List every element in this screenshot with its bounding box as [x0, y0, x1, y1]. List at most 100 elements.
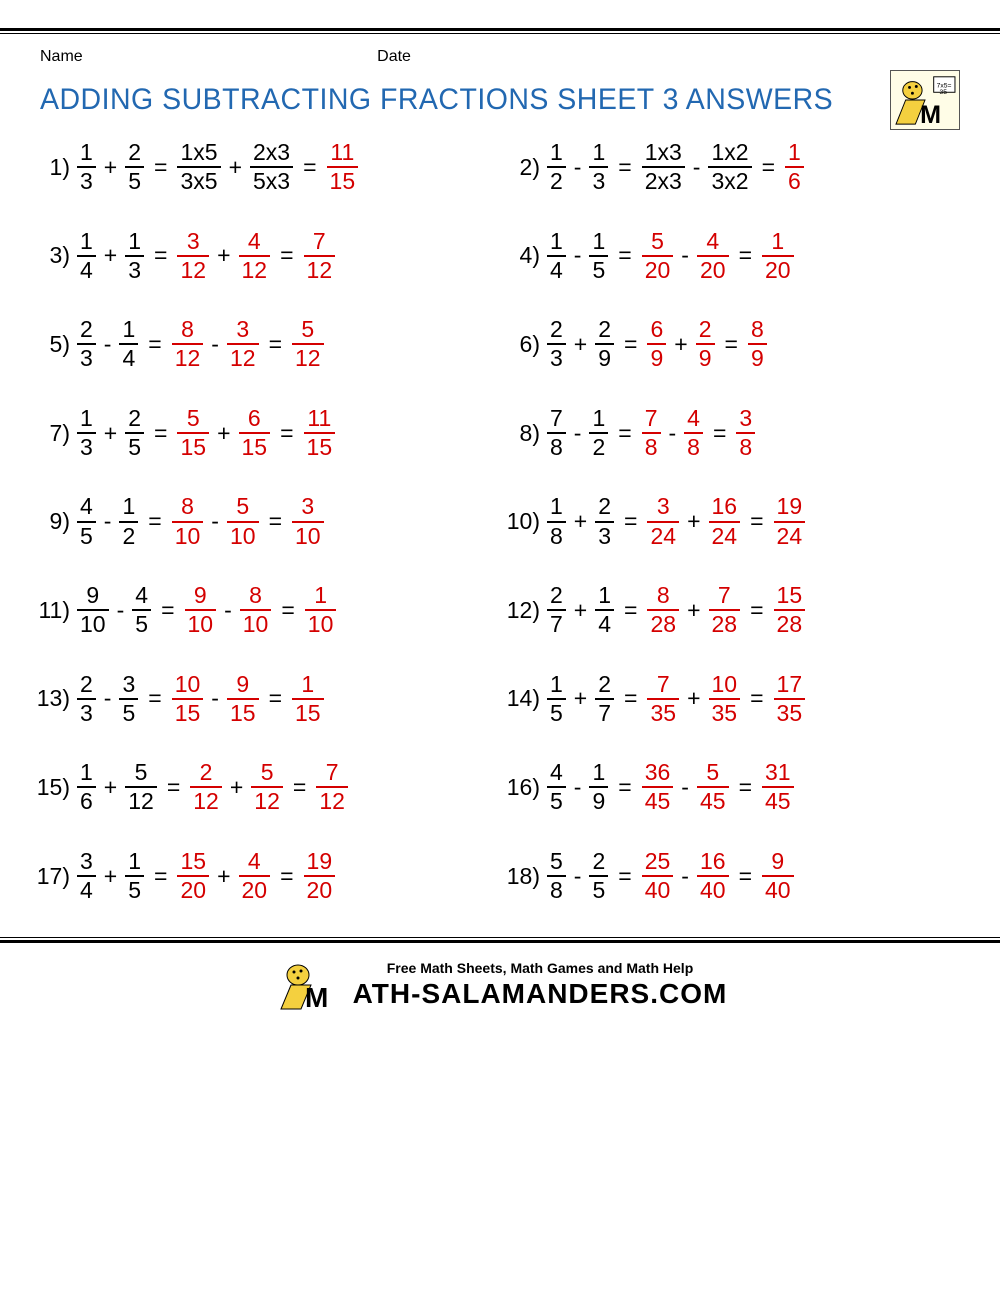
fraction: 25: [125, 406, 144, 461]
fraction: 812: [172, 317, 204, 372]
footer: M Free Math Sheets, Math Games and Math …: [0, 951, 1000, 1030]
fraction: 19: [589, 760, 608, 815]
equals: =: [280, 863, 293, 890]
fraction: 78: [547, 406, 566, 461]
fraction: 3645: [642, 760, 674, 815]
fraction: 29: [595, 317, 614, 372]
fraction: 545: [697, 760, 729, 815]
problem-number: 18): [506, 863, 540, 890]
operator: -: [574, 774, 582, 801]
operator: +: [217, 242, 230, 269]
fraction: 25: [589, 849, 608, 904]
operator: -: [574, 420, 582, 447]
problem-number: 6): [506, 331, 540, 358]
fraction: 1624: [709, 494, 741, 549]
operator: +: [104, 774, 117, 801]
equals: =: [303, 154, 316, 181]
equals: =: [154, 420, 167, 447]
fraction: 18: [547, 494, 566, 549]
problem-row: 17)34+15=1520+420=192018)58-25=2540-1640…: [36, 849, 964, 904]
problem-number: 16): [506, 774, 540, 801]
equals: =: [762, 154, 775, 181]
problem-row: 3)14+13=312+412=7124)14-15=520-420=120: [36, 229, 964, 284]
operator: +: [687, 685, 700, 712]
problem: 14)15+27=735+1035=1735: [506, 672, 964, 727]
fraction: 940: [762, 849, 794, 904]
problem-number: 17): [36, 863, 70, 890]
problem: 15)16+512=212+512=712: [36, 760, 506, 815]
fraction: 312: [227, 317, 259, 372]
brand-logo: 7x5= 35 M: [890, 70, 960, 130]
fraction: 2x35x3: [250, 140, 293, 195]
operator: -: [211, 685, 219, 712]
fraction: 1115: [304, 406, 336, 461]
fraction: 58: [547, 849, 566, 904]
operator: +: [574, 331, 587, 358]
equals: =: [167, 774, 180, 801]
fraction: 14: [119, 317, 138, 372]
operator: -: [681, 863, 689, 890]
operator: -: [224, 597, 232, 624]
problem-number: 2): [506, 154, 540, 181]
fraction: 1115: [327, 140, 359, 195]
equals: =: [739, 774, 752, 801]
problem-number: 3): [36, 242, 70, 269]
equals: =: [739, 242, 752, 269]
fraction: 420: [697, 229, 729, 284]
worksheet-page: Name Date ADDING SUBTRACTING FRACTIONS S…: [0, 28, 1000, 1030]
operator: +: [574, 685, 587, 712]
equals: =: [148, 685, 161, 712]
fraction: 23: [77, 317, 96, 372]
problem-number: 10): [506, 508, 540, 535]
equals: =: [624, 508, 637, 535]
equals: =: [739, 863, 752, 890]
problem: 13)23-35=1015-915=115: [36, 672, 506, 727]
fraction: 23: [77, 672, 96, 727]
equals: =: [750, 508, 763, 535]
problem-number: 11): [36, 597, 70, 624]
operator: -: [574, 242, 582, 269]
problem: 17)34+15=1520+420=1920: [36, 849, 506, 904]
svg-text:M: M: [920, 101, 941, 129]
equals: =: [269, 685, 282, 712]
fraction: 13: [77, 406, 96, 461]
fraction: 69: [647, 317, 666, 372]
equals: =: [713, 420, 726, 447]
problem: 5)23-14=812-312=512: [36, 317, 506, 372]
fraction: 1x32x3: [642, 140, 685, 195]
operator: +: [687, 597, 700, 624]
equals: =: [293, 774, 306, 801]
fraction: 45: [132, 583, 151, 638]
problem-number: 5): [36, 331, 70, 358]
fraction: 14: [595, 583, 614, 638]
fraction: 3145: [762, 760, 794, 815]
fraction: 25: [125, 140, 144, 195]
fraction: 13: [589, 140, 608, 195]
problem: 18)58-25=2540-1640=940: [506, 849, 964, 904]
equals: =: [624, 597, 637, 624]
fraction: 515: [177, 406, 209, 461]
problem: 3)14+13=312+412=712: [36, 229, 506, 284]
date-label: Date: [377, 48, 411, 66]
fraction: 712: [316, 760, 348, 815]
problem: 9)45-12=810-510=310: [36, 494, 506, 549]
fraction: 1924: [774, 494, 806, 549]
equals: =: [750, 597, 763, 624]
fraction: 412: [239, 229, 271, 284]
fraction: 16: [77, 760, 96, 815]
fraction: 12: [589, 406, 608, 461]
fraction: 15: [589, 229, 608, 284]
fraction: 810: [172, 494, 204, 549]
operator: +: [674, 331, 687, 358]
fraction: 910: [185, 583, 217, 638]
operator: -: [574, 863, 582, 890]
operator: -: [104, 508, 112, 535]
footer-brand: ATH-SALAMANDERS.COM: [353, 978, 728, 1010]
problem: 1)13+25=1x53x5+2x35x3=1115: [36, 140, 506, 195]
operator: +: [574, 508, 587, 535]
problem: 16)45-19=3645-545=3145: [506, 760, 964, 815]
fraction: 2540: [642, 849, 674, 904]
header-line: Name Date: [0, 44, 1000, 70]
fraction: 12: [119, 494, 138, 549]
fraction: 38: [736, 406, 755, 461]
